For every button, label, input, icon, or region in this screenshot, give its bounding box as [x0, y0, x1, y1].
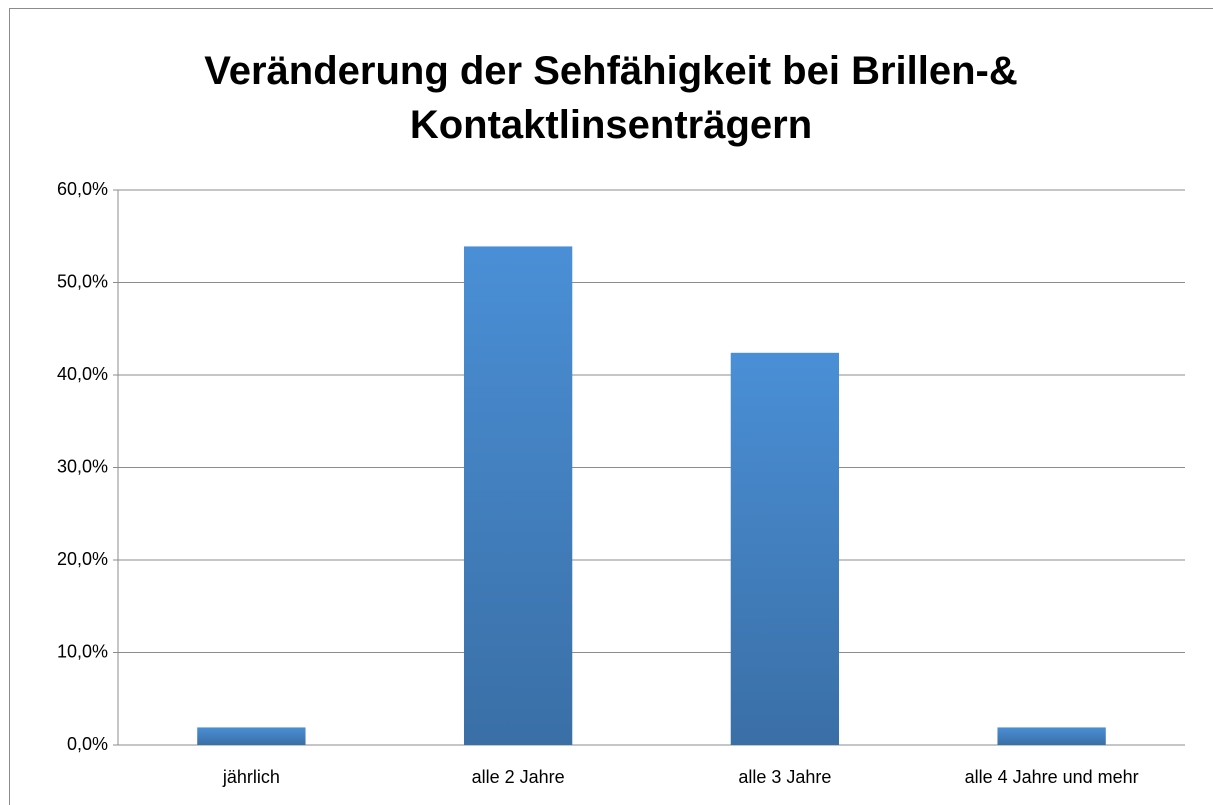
- y-tick-label: 30,0%: [57, 456, 108, 476]
- bar: [463, 246, 573, 746]
- x-tick-label: alle 2 Jahre: [472, 767, 565, 787]
- x-tick-label: alle 4 Jahre und mehr: [965, 767, 1139, 787]
- y-tick-label: 0,0%: [67, 734, 108, 754]
- bar: [197, 727, 306, 745]
- x-tick-label: jährlich: [222, 767, 280, 787]
- y-tick-label: 40,0%: [57, 364, 108, 384]
- bar: [730, 352, 840, 745]
- x-tick-label: alle 3 Jahre: [738, 767, 831, 787]
- y-tick-label: 20,0%: [57, 549, 108, 569]
- y-tick-label: 50,0%: [57, 271, 108, 291]
- y-tick-label: 60,0%: [57, 179, 108, 199]
- y-tick-label: 10,0%: [57, 641, 108, 661]
- chart-title: Veränderung der Sehfähigkeit bei Brillen…: [204, 49, 1018, 147]
- bar: [997, 727, 1106, 745]
- chart-frame: [9, 8, 1213, 805]
